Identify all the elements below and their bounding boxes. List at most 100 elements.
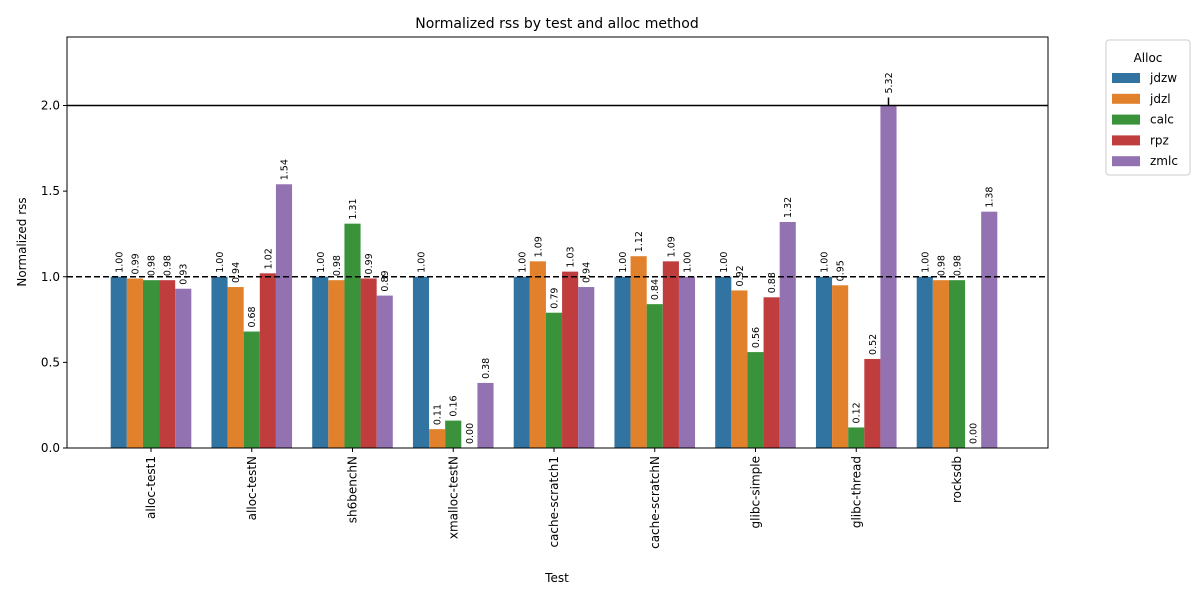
bar — [243, 331, 260, 448]
value-label: 0.98 — [936, 255, 947, 276]
value-label: 0.98 — [332, 255, 343, 276]
value-label: 0.79 — [550, 288, 561, 309]
value-label: 1.00 — [517, 252, 528, 273]
bar — [227, 287, 244, 448]
bar — [678, 276, 696, 448]
bar — [126, 278, 143, 448]
y-tick-label: 1.5 — [41, 184, 60, 198]
x-tick-label: xmalloc-testN — [446, 456, 460, 539]
legend-label: zmlc — [1150, 154, 1178, 168]
bar — [211, 276, 228, 448]
bar — [848, 427, 865, 448]
value-label: 1.32 — [783, 197, 794, 218]
bar — [948, 280, 966, 448]
bar — [715, 276, 732, 448]
legend-label: jdzw — [1149, 71, 1177, 85]
bar — [763, 297, 780, 448]
value-label: 1.31 — [348, 199, 359, 220]
value-label: 1.00 — [417, 252, 428, 273]
bar — [328, 280, 345, 448]
value-label: 1.02 — [263, 248, 274, 269]
bar — [832, 285, 849, 448]
value-label: 0.98 — [953, 255, 964, 276]
value-label: 0.38 — [481, 358, 492, 379]
value-label: 1.00 — [114, 252, 125, 273]
legend-swatch — [1112, 114, 1140, 125]
x-tick-label: rocksdb — [950, 456, 964, 503]
value-label: 1.09 — [666, 236, 677, 257]
value-label: 1.12 — [634, 231, 645, 252]
legend-swatch — [1112, 156, 1140, 167]
value-label: 1.00 — [820, 252, 831, 273]
legend-swatch — [1112, 73, 1140, 83]
legend-label: jdzl — [1149, 92, 1171, 106]
value-label: 0.98 — [163, 255, 174, 276]
bar — [614, 276, 631, 448]
value-label: 0.94 — [231, 262, 242, 283]
bar — [110, 276, 127, 448]
bar — [477, 382, 494, 448]
legend-label: rpz — [1150, 133, 1169, 147]
bar — [646, 304, 663, 448]
legend-swatch — [1112, 93, 1140, 104]
legend-title: Alloc — [1134, 51, 1163, 65]
bar — [513, 276, 530, 448]
bar — [779, 221, 796, 448]
value-label: 0.12 — [852, 402, 863, 423]
bar — [312, 276, 329, 448]
value-label: 0.95 — [836, 260, 847, 281]
value-label: 0.94 — [582, 262, 593, 283]
value-label: 0.93 — [179, 264, 190, 285]
value-label: 1.00 — [920, 252, 931, 273]
value-label: 1.03 — [566, 246, 577, 267]
y-tick-label: 0.0 — [41, 441, 60, 455]
bar — [545, 312, 563, 448]
bar — [259, 273, 276, 448]
bar — [275, 184, 293, 448]
bar — [662, 261, 679, 448]
bar — [864, 358, 881, 448]
x-tick-label: alloc-testN — [245, 456, 259, 520]
bar — [529, 261, 546, 448]
bar — [630, 256, 647, 448]
bar — [562, 271, 579, 448]
bar — [142, 280, 160, 448]
value-label: 1.38 — [985, 187, 996, 208]
bar — [916, 276, 933, 448]
bar — [578, 287, 595, 448]
value-label: 0.56 — [751, 327, 762, 348]
bar — [360, 278, 377, 448]
value-label: 0.84 — [650, 279, 661, 300]
value-label: 5.32 — [884, 72, 895, 93]
bar — [981, 211, 998, 448]
bar — [412, 276, 430, 448]
legend-label: calc — [1150, 113, 1174, 127]
value-label: 1.00 — [316, 252, 327, 273]
value-label: 0.68 — [247, 306, 258, 327]
value-label: 0.98 — [147, 255, 158, 276]
y-tick-label: 2.0 — [41, 99, 60, 113]
bar — [376, 295, 393, 448]
value-label: 0.99 — [364, 253, 375, 274]
x-tick-label: sh6benchN — [346, 456, 360, 523]
value-label: 0.88 — [767, 272, 778, 293]
chart-title: Normalized rss by test and alloc method — [415, 16, 699, 32]
value-label: 1.00 — [682, 252, 693, 273]
bar — [815, 276, 833, 448]
value-label: 1.00 — [719, 252, 730, 273]
x-axis-label: Test — [544, 571, 569, 585]
y-tick-label: 0.5 — [41, 355, 60, 369]
value-label: 0.00 — [969, 423, 980, 444]
value-label: 0.89 — [380, 270, 391, 291]
value-label: 0.16 — [449, 395, 460, 416]
value-label: 1.00 — [215, 252, 226, 273]
value-label: 0.99 — [130, 253, 141, 274]
value-label: 0.11 — [433, 404, 444, 425]
bar — [731, 290, 748, 448]
value-label: 0.00 — [465, 423, 476, 444]
x-tick-label: cache-scratch1 — [547, 456, 561, 548]
bar — [932, 280, 949, 448]
legend-swatch — [1112, 135, 1140, 146]
value-label: 1.00 — [618, 252, 629, 273]
